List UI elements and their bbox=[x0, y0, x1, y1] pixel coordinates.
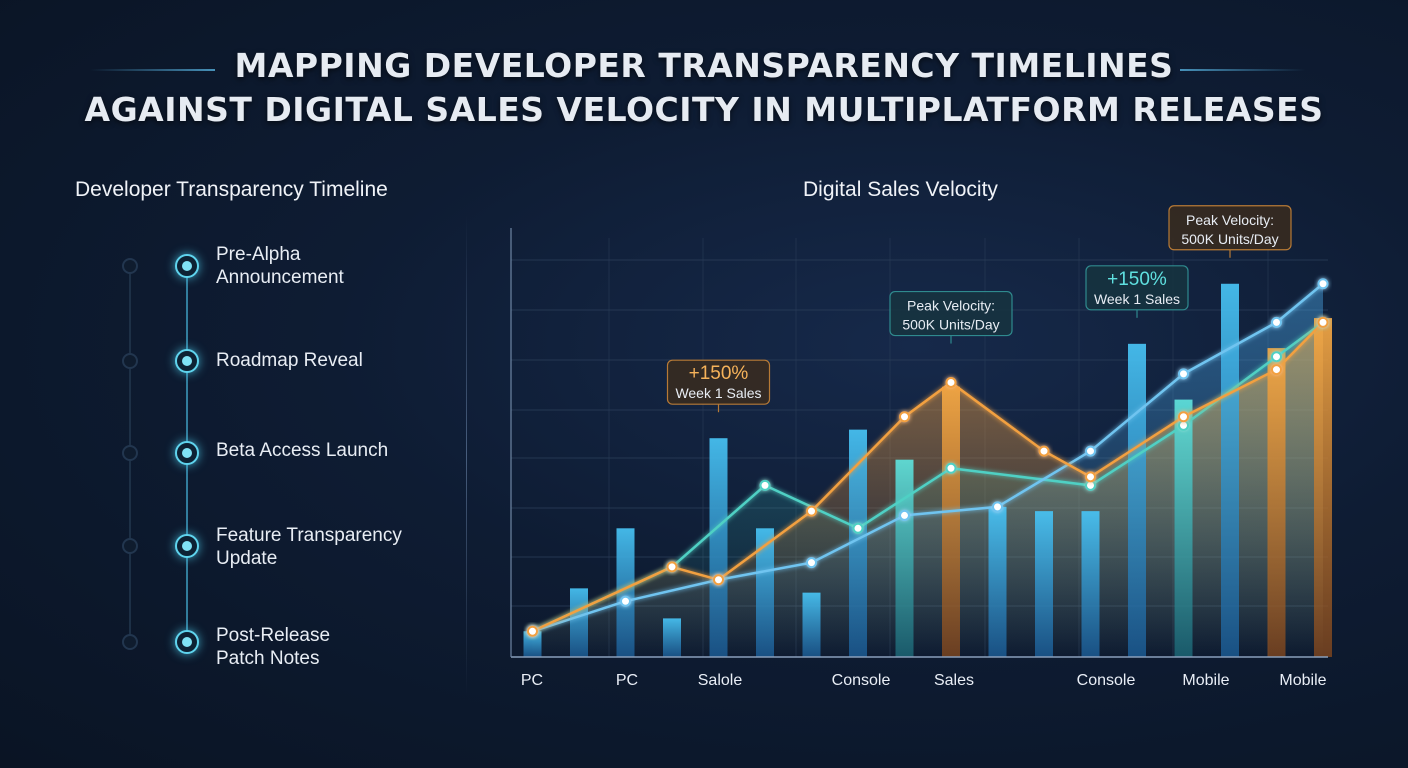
panel-divider bbox=[466, 215, 467, 695]
bar-13 bbox=[1081, 511, 1100, 657]
annotation-subtitle: Week 1 Sales bbox=[675, 385, 761, 401]
data-point-blue bbox=[1178, 368, 1189, 380]
x-tick-label: PC bbox=[521, 672, 543, 689]
data-point-blue bbox=[806, 557, 817, 569]
data-point-orange bbox=[713, 574, 724, 586]
data-point-blue bbox=[1271, 316, 1282, 328]
timeline-label-patch-notes: Post-Release Patch Notes bbox=[216, 625, 331, 669]
bar-6 bbox=[756, 528, 774, 657]
page-title: MAPPING DEVELOPER TRANSPARENCY TIMELINES… bbox=[0, 44, 1408, 132]
data-point-blue bbox=[1317, 278, 1329, 290]
annotation-callout-3: +150%Week 1 Sales bbox=[1085, 265, 1189, 318]
series-line-blue bbox=[532, 282, 1324, 633]
timeline-label-beta: Beta Access Launch bbox=[216, 440, 389, 461]
data-point-orange bbox=[527, 625, 538, 637]
bar-1 bbox=[523, 631, 542, 657]
annotation-callout-4: Peak Velocity: 500K Units/Day bbox=[1168, 205, 1292, 258]
title-line-2: AGAINST DIGITAL SALES VELOCITY IN MULTIP… bbox=[84, 90, 1324, 129]
bar-12 bbox=[1035, 511, 1053, 657]
x-tick-label: Mobile bbox=[1279, 672, 1326, 689]
timeline-ghost-node bbox=[122, 634, 138, 650]
data-point-orange bbox=[945, 376, 957, 388]
annotation-callout-1: +150%Week 1 Sales bbox=[666, 359, 771, 413]
timeline-ghost-node bbox=[122, 353, 138, 369]
data-point-blue bbox=[620, 595, 631, 607]
timeline-ghost-node bbox=[122, 258, 138, 274]
annotation-title: Peak Velocity: bbox=[1186, 212, 1274, 228]
bar-7 bbox=[802, 592, 821, 657]
data-point-orange bbox=[1038, 445, 1050, 457]
timeline-node-feature-update bbox=[175, 534, 199, 558]
data-point-orange bbox=[1271, 364, 1282, 376]
chart-title: Digital Sales Velocity bbox=[803, 178, 998, 201]
bar-8 bbox=[849, 429, 867, 657]
timeline-label-feature-update: Feature Transparency Update bbox=[216, 525, 402, 569]
timeline-node-roadmap bbox=[175, 349, 199, 373]
data-point-orange bbox=[1178, 411, 1189, 423]
x-tick-label: Mobile bbox=[1182, 672, 1229, 689]
x-tick-label: PC bbox=[616, 672, 638, 689]
annotation-title: Peak Velocity: bbox=[907, 298, 995, 314]
timeline-label-roadmap: Roadmap Reveal bbox=[216, 350, 363, 371]
annotation-subtitle: Week 1 Sales bbox=[1094, 291, 1180, 307]
data-point-teal bbox=[759, 479, 771, 491]
annotation-subtitle: 500K Units/Day bbox=[902, 317, 999, 333]
data-point-teal bbox=[945, 462, 957, 474]
timeline-ghost-node bbox=[122, 445, 138, 461]
series-area-orange bbox=[532, 322, 1323, 657]
timeline-label-pre-alpha: Pre-Alpha Announcement bbox=[216, 244, 344, 288]
annotation-title: +150% bbox=[689, 363, 749, 384]
timeline-node-patch-notes bbox=[175, 630, 199, 654]
bar-3 bbox=[616, 528, 635, 657]
x-tick-label: Console bbox=[832, 672, 891, 689]
timeline-title: Developer Transparency Timeline bbox=[75, 178, 388, 201]
data-point-orange bbox=[1317, 316, 1329, 328]
annotation-title: +150% bbox=[1107, 269, 1167, 290]
data-point-blue bbox=[1085, 445, 1096, 457]
bar-10 bbox=[942, 386, 960, 657]
bar-15 bbox=[1174, 399, 1193, 657]
data-point-orange bbox=[806, 505, 817, 517]
x-tick-label: Sales bbox=[934, 672, 974, 689]
timeline-node-pre-alpha bbox=[175, 254, 199, 278]
annotation-subtitle: 500K Units/Day bbox=[1181, 231, 1278, 247]
bar-5 bbox=[709, 438, 728, 657]
title-line-1: MAPPING DEVELOPER TRANSPARENCY TIMELINES bbox=[234, 46, 1174, 85]
data-point-blue bbox=[899, 509, 910, 521]
bar-9 bbox=[895, 459, 914, 657]
x-tick-label: Salole bbox=[698, 672, 743, 689]
timeline-ghost-node bbox=[122, 538, 138, 554]
data-point-orange bbox=[899, 411, 910, 423]
bar-14 bbox=[1128, 343, 1146, 657]
data-point-orange bbox=[1085, 471, 1096, 483]
bar-16 bbox=[1221, 283, 1239, 657]
bar-11 bbox=[988, 506, 1007, 657]
annotation-callout-2: Peak Velocity: 500K Units/Day bbox=[889, 290, 1013, 344]
bar-2 bbox=[570, 588, 588, 657]
bar-4 bbox=[663, 618, 681, 657]
bar-18 bbox=[1314, 318, 1332, 657]
title-rule-left bbox=[90, 69, 215, 71]
data-point-teal bbox=[852, 522, 864, 534]
data-point-orange bbox=[666, 561, 678, 573]
title-rule-right bbox=[1180, 69, 1305, 71]
timeline-node-beta bbox=[175, 441, 199, 465]
data-point-teal bbox=[1271, 351, 1282, 363]
data-point-blue bbox=[992, 501, 1003, 513]
bar-17 bbox=[1267, 348, 1286, 657]
x-tick-label: Console bbox=[1077, 672, 1136, 689]
